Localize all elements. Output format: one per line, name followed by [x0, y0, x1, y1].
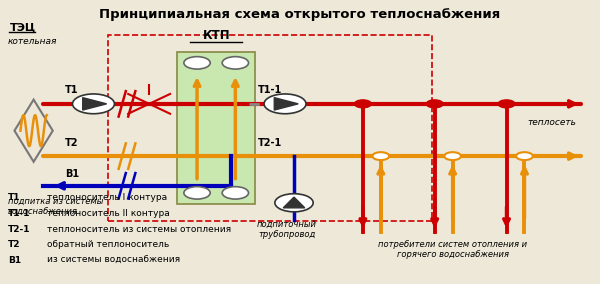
- Circle shape: [498, 100, 515, 108]
- Text: Т1-1: Т1-1: [8, 209, 31, 218]
- Circle shape: [355, 100, 371, 108]
- Bar: [109, 35, 431, 221]
- Text: потребители систем отопления и
горячего водоснабжения: потребители систем отопления и горячего …: [378, 239, 527, 259]
- Text: теплоноситель из системы отопления: теплоноситель из системы отопления: [47, 225, 231, 233]
- Text: ТЭЦ: ТЭЦ: [10, 22, 36, 32]
- Circle shape: [264, 94, 306, 114]
- Circle shape: [222, 57, 248, 69]
- Polygon shape: [283, 197, 305, 208]
- Circle shape: [373, 152, 389, 160]
- Circle shape: [427, 100, 443, 108]
- Circle shape: [222, 187, 248, 199]
- Text: Т1-1: Т1-1: [258, 85, 283, 95]
- Circle shape: [184, 57, 210, 69]
- Circle shape: [444, 152, 461, 160]
- Text: теплоноситель I контура: теплоноситель I контура: [47, 193, 167, 202]
- Text: В1: В1: [8, 256, 21, 265]
- Text: Т2-1: Т2-1: [8, 225, 31, 233]
- Polygon shape: [83, 98, 107, 110]
- Text: Т2-1: Т2-1: [258, 138, 283, 148]
- Bar: [177, 52, 255, 204]
- Text: Т1: Т1: [65, 85, 79, 95]
- Text: Принципиальная схема открытого теплоснабжения: Принципиальная схема открытого теплоснаб…: [100, 8, 500, 21]
- Text: В1: В1: [65, 169, 79, 179]
- Text: КТП: КТП: [202, 29, 230, 42]
- Circle shape: [516, 152, 533, 160]
- Text: теплоноситель II контура: теплоноситель II контура: [47, 209, 170, 218]
- Text: обратный теплоноситель: обратный теплоноситель: [47, 241, 169, 249]
- Circle shape: [184, 187, 210, 199]
- Text: подпиточный
трубопровод: подпиточный трубопровод: [257, 220, 317, 239]
- Text: теплосеть: теплосеть: [527, 118, 577, 127]
- Circle shape: [73, 94, 115, 114]
- Text: Т2: Т2: [65, 138, 79, 148]
- Text: из системы водоснабжения: из системы водоснабжения: [47, 256, 180, 265]
- Polygon shape: [274, 98, 298, 110]
- Text: котельная: котельная: [8, 37, 57, 46]
- Text: Т1: Т1: [8, 193, 20, 202]
- Circle shape: [275, 194, 313, 212]
- Text: подпитка из системы
водоснабжения: подпитка из системы водоснабжения: [8, 197, 103, 216]
- Text: Т2: Т2: [8, 241, 20, 249]
